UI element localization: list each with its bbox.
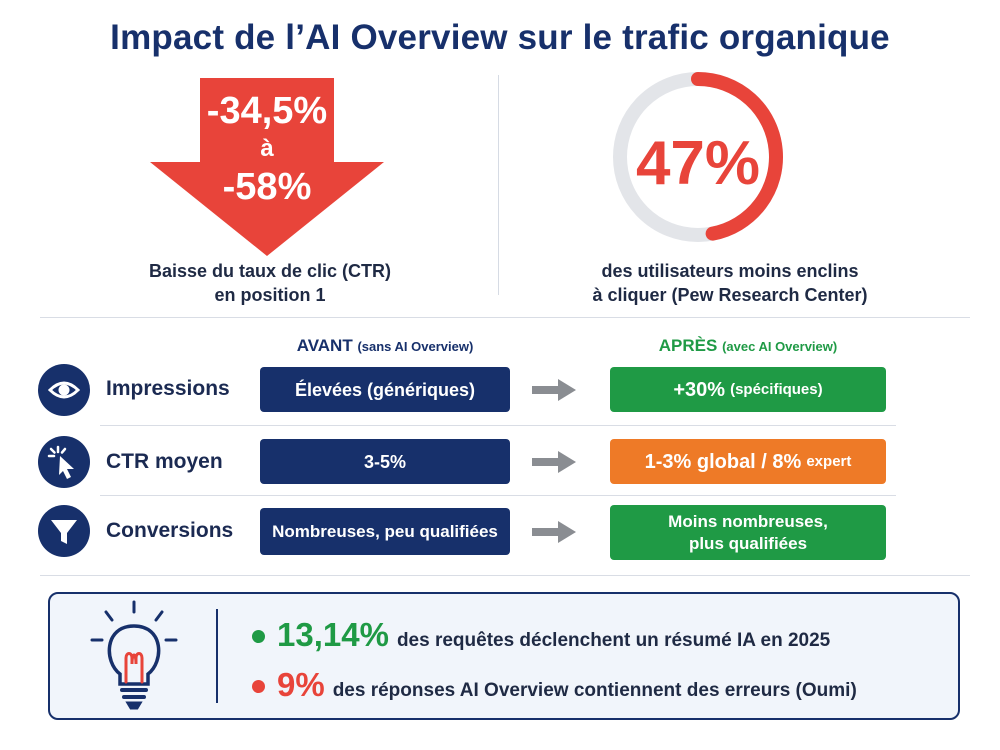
ctr-before: 3-5% [260, 439, 510, 484]
ctr-drop-to: -58% [222, 166, 312, 208]
users-progress-ring [613, 72, 783, 242]
section-divider [40, 575, 970, 576]
ctr-drop-connector: à [260, 135, 274, 162]
ctr-drop-caption: Baisse du taux de clic (CTR) en position… [148, 261, 392, 305]
cursor-click-icon [38, 436, 90, 488]
green-bullet-icon [252, 629, 265, 643]
page-title: Impact de l’AI Overview sur le trafic or… [110, 18, 890, 57]
row-label-ctr: CTR moyen [106, 450, 223, 473]
arrow-right-icon [532, 379, 576, 401]
ctr-drop-from: -34,5% [206, 90, 328, 132]
section-divider [40, 317, 970, 318]
arrow-right-icon [532, 521, 576, 543]
row-divider [100, 495, 896, 496]
ctr-after: 1-3% global / 8% expert [610, 439, 886, 484]
lightbulb-icon [90, 600, 178, 710]
users-stat-value: 47% [635, 129, 761, 198]
facts-panel [48, 592, 960, 720]
impressions-after: +30% (spécifiques) [610, 367, 886, 412]
fact-ai-summary: 13,14% des requêtes déclenchent un résum… [252, 616, 830, 656]
conversions-before: Nombreuses, peu qualifiées [260, 508, 510, 555]
impressions-before: Élevées (génériques) [260, 367, 510, 412]
arrow-right-icon [532, 451, 576, 473]
users-ring-arc [691, 72, 783, 241]
panel-divider [216, 609, 218, 703]
funnel-icon [38, 505, 90, 557]
down-arrow-icon [150, 78, 384, 256]
users-stat-caption: des utilisateurs moins enclins à cliquer… [592, 261, 868, 305]
ctr-drop-arrow: -34,5% à -58% [150, 78, 384, 256]
eye-icon [38, 364, 90, 416]
stats-divider [498, 75, 499, 295]
row-label-impressions: Impressions [106, 377, 230, 400]
after-header: APRÈS (avec AI Overview) [658, 336, 838, 355]
row-label-conversions: Conversions [106, 519, 234, 542]
before-header: AVANT (sans AI Overview) [296, 336, 474, 355]
red-bullet-icon [252, 679, 265, 693]
row-divider [100, 425, 896, 426]
fact-ai-errors: 9% des réponses AI Overview contiennent … [252, 666, 857, 706]
conversions-after: Moins nombreuses, plus qualifiées [610, 505, 886, 560]
